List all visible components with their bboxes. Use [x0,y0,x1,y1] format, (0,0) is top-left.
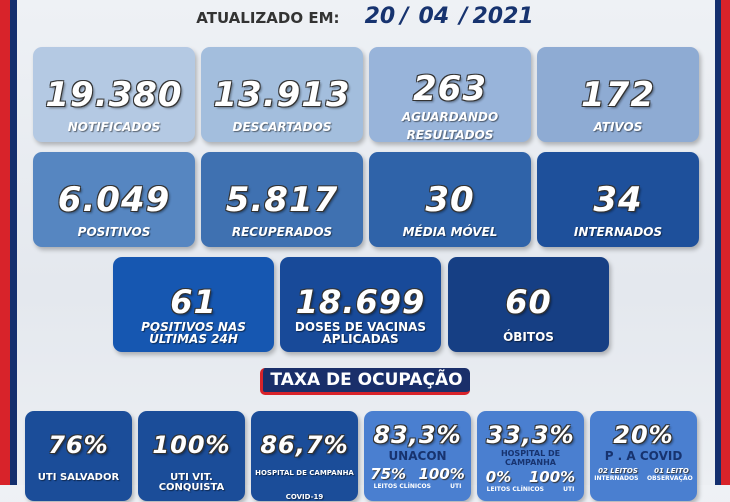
occ-sub-value: 0% [485,468,512,486]
updated-header: ATUALIZADO EM: 20 / 04 / 2021 [0,4,730,29]
stat-label: INTERNADOS [573,225,663,239]
occ-sub-value: 01 LEITO [654,467,689,475]
card-notificados: 19.380 NOTIFICADOS [33,47,195,142]
occ-sub-value: 100% [418,465,465,483]
stat-label: POSITIVOS NAS [141,320,246,334]
occ-label: UNACON [388,449,447,463]
card-ativos: 172 ATIVOS [537,47,699,142]
left-blue-border [10,0,17,485]
occ-label: UTI SALVADOR [37,472,120,483]
stat-value: 60 [505,283,552,321]
stat-value: 30 [425,180,475,220]
stat-label: DOSES DE VACINAS [294,320,427,334]
card-internados: 34 INTERNADOS [537,152,699,247]
occ-label: HOSPITAL DE CAMPANHA [255,469,354,477]
stat-label: RECUPERADOS [231,225,333,239]
occ-sub-label: LEITOS CLÍNICOS [486,486,544,493]
card-recuperados: 5.817 RECUPERADOS [201,152,363,247]
date-year: 2021 [472,4,534,29]
occupancy-title: TAXA DE OCUPAÇÃO [260,368,470,395]
occ-uti-salvador: 76% UTI SALVADOR [25,411,132,501]
stat-value: 18.699 [295,283,426,321]
stat-label: ÓBITOS [503,330,554,344]
stat-label: POSITIVOS [77,225,151,239]
stat-label: APLICADAS [322,332,399,346]
stat-label: MÉDIA MÓVEL [402,225,498,239]
left-red-border [0,0,10,485]
occ-value: 76% [48,431,109,459]
card-media-movel: 30 MÉDIA MÓVEL [369,152,531,247]
occ-label: P . A COVID [604,449,683,463]
occ-value: 20% [613,421,674,449]
stat-value: 6.049 [57,180,171,220]
stat-label: ATIVOS [593,120,643,134]
stat-label: AGUARDANDO [401,110,499,124]
stat-label: ÚLTIMAS 24H [149,332,238,346]
occ-label: COVID-19 [285,493,324,501]
occ-hospital-campanha: 86,7% HOSPITAL DE CAMPANHA COVID-19 [251,411,358,501]
card-positivos: 6.049 POSITIVOS [33,152,195,247]
right-red-border [721,0,730,485]
updated-label: ATUALIZADO EM: [196,9,340,27]
stat-value: 172 [581,75,655,115]
stat-value: 34 [593,180,643,220]
card-doses-vacinas: 18.699 DOSES DE VACINAS APLICADAS [280,257,441,352]
stat-value: 61 [170,283,217,321]
card-aguardando: 263 AGUARDANDO RESULTADOS [369,47,531,142]
date-month: 04 [418,4,450,29]
occ-unacon: 83,3% UNACON 75% 100% LEITOS CLÍNICOS UTI [364,411,471,501]
stat-label: NOTIFICADOS [67,120,161,134]
date-sep: / [400,4,409,29]
date-sep: / [459,4,468,29]
occ-value: 83,3% [373,421,462,449]
card-descartados: 13.913 DESCARTADOS [201,47,363,142]
stat-value: 19.380 [45,75,183,115]
occ-value: 33,3% [486,421,575,449]
occ-label: UTI VIT. CONQUISTA [158,472,225,493]
occ-sub-label: INTERNADOS [594,475,639,482]
occ-sub-value: 02 LEITOS [598,467,638,475]
date-day: 20 [364,4,396,29]
occ-sub-value: 100% [528,468,576,486]
occ-sub-label: UTI [563,486,575,493]
stat-value: 13.913 [213,75,351,115]
stat-label: RESULTADOS [406,128,494,142]
occ-pa-covid: 20% P . A COVID 02 LEITOS 01 LEITO INTERNADO… [590,411,697,501]
stat-value: 263 [413,69,487,109]
card-obitos: 60 ÓBITOS [448,257,609,352]
stat-label: DESCARTADOS [232,120,332,134]
occ-sub-label: LEITOS CLÍNICOS [373,483,431,490]
occ-label: CAMPANHA [505,458,556,467]
occ-value: 100% [152,431,231,459]
occ-sub-value: 75% [370,465,407,483]
occ-value: 86,7% [260,431,349,459]
right-blue-border [715,0,721,485]
occ-sub-label: OBSERVAÇÃO [646,475,693,482]
occ-uti-vit-conquista: 100% UTI VIT. CONQUISTA [138,411,245,501]
stat-value: 5.817 [225,180,339,220]
occ-label: HOSPITAL DE [500,449,561,458]
card-positivos-24h: 61 POSITIVOS NAS ÚLTIMAS 24H [113,257,274,352]
occ-hospital-campanha-2: 33,3% HOSPITAL DE CAMPANHA 0% 100% LEITOS CLÍ… [477,411,584,501]
occ-sub-label: UTI [450,483,462,490]
